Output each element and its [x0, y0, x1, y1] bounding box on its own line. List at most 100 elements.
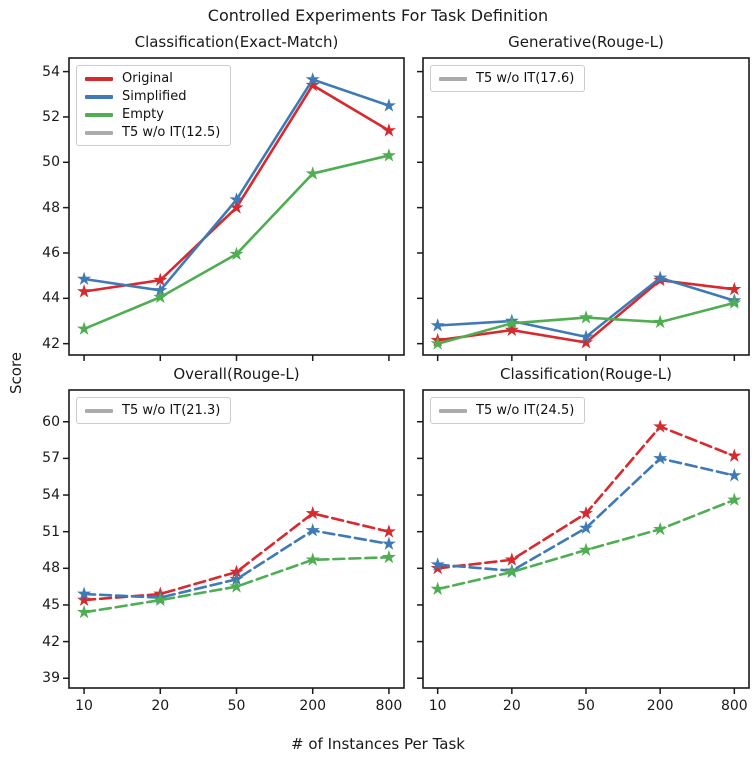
legend-item: T5 w/o IT(17.6) — [439, 71, 574, 86]
y-tick-label: 39 — [42, 670, 60, 687]
marker-star-empty — [430, 581, 445, 596]
legend-item-label: T5 w/o IT(12.5) — [122, 125, 221, 140]
axes-spines-overall-rouge-l — [68, 389, 405, 689]
marker-star-original — [578, 505, 594, 520]
legend-line-swatch — [85, 94, 113, 99]
x-tick-label: 20 — [502, 698, 521, 714]
marker-star-original — [305, 505, 320, 520]
y-tick-label: 54 — [42, 487, 60, 504]
marker-star-original — [229, 200, 244, 214]
series-line-empty — [82, 154, 391, 331]
marker-star-simplified — [727, 468, 742, 482]
x-tick-label: 800 — [375, 698, 403, 714]
marker-star-simplified — [430, 318, 445, 332]
marker-star-empty — [578, 310, 594, 324]
legend-line-swatch — [439, 76, 467, 81]
legend-line-swatch — [439, 408, 467, 413]
y-tick-label: 52 — [42, 108, 60, 125]
marker-star-original — [77, 592, 92, 607]
y-tick-label: 45 — [42, 596, 60, 613]
marker-star-empty — [305, 166, 320, 180]
subplot-title-classification-rouge-l: Classification(Rouge-L) — [500, 365, 672, 383]
subplot-title-classification-exact-match: Classification(Exact-Match) — [134, 33, 339, 51]
marker-star-original — [504, 552, 519, 566]
x-tick-label: 800 — [720, 698, 748, 714]
marker-star-original — [305, 77, 320, 92]
y-tick-label: 60 — [42, 413, 60, 430]
legend-overall-rouge-l: T5 w/o IT(21.3) — [76, 397, 232, 424]
y-tick-label: 48 — [42, 560, 60, 577]
marker-star-original — [653, 419, 668, 433]
legend-line-swatch — [85, 408, 113, 413]
marker-star-original — [430, 560, 445, 575]
marker-star-original — [504, 322, 519, 337]
legend-item-label: T5 w/o IT(17.6) — [476, 71, 575, 86]
x-tick-label: 200 — [646, 698, 674, 714]
figure-title: Controlled Experiments For Task Definiti… — [207, 6, 549, 25]
marker-star-empty — [77, 321, 92, 335]
x-tick-label: 50 — [577, 698, 595, 714]
marker-star-simplified — [229, 192, 244, 206]
marker-star-empty — [153, 289, 168, 304]
y-tick-label: 42 — [42, 335, 60, 352]
legend-line-swatch — [85, 112, 113, 117]
marker-star-empty — [229, 246, 244, 261]
legend-item-label: Simplified — [122, 89, 187, 104]
legend-generative-rouge-l: T5 w/o IT(17.6) — [430, 65, 586, 92]
marker-star-simplified — [430, 557, 445, 571]
y-tick-label: 46 — [42, 244, 60, 261]
marker-star-empty — [504, 564, 519, 578]
marker-star-simplified — [305, 523, 320, 537]
axes-spines-classification-rouge-l — [422, 389, 750, 689]
marker-star-simplified — [229, 571, 244, 586]
marker-star-simplified — [381, 98, 396, 112]
marker-star-empty — [430, 336, 445, 350]
y-tick-label: 44 — [42, 290, 60, 307]
marker-star-empty — [381, 549, 396, 564]
marker-star-simplified — [77, 271, 92, 286]
marker-star-original — [727, 448, 742, 462]
subplot-title-generative-rouge-l: Generative(Rouge-L) — [508, 33, 664, 51]
marker-star-simplified — [578, 520, 594, 534]
marker-star-empty — [578, 542, 594, 556]
x-tick-label: 200 — [299, 698, 327, 714]
marker-star-empty — [727, 492, 742, 506]
legend-item-label: Empty — [122, 107, 164, 122]
legend-item-label: Original — [122, 71, 173, 86]
marker-star-original — [77, 284, 92, 298]
y-tick-label: 51 — [42, 523, 60, 540]
legend-item: Original — [85, 71, 220, 86]
marker-star-simplified — [77, 586, 92, 600]
marker-star-empty — [153, 592, 168, 607]
x-tick-label: 10 — [75, 698, 93, 714]
y-tick-label: 48 — [42, 199, 60, 216]
y-axis-label: Score — [7, 351, 25, 395]
legend-item: T5 w/o IT(24.5) — [439, 403, 574, 418]
x-tick-label: 20 — [151, 698, 170, 714]
y-tick-label: 42 — [42, 633, 60, 650]
y-tick-label: 50 — [42, 154, 60, 171]
marker-star-simplified — [153, 282, 168, 297]
legend-item: Simplified — [85, 89, 220, 104]
marker-star-simplified — [653, 450, 668, 465]
marker-star-simplified — [578, 329, 594, 343]
legend-classification-rouge-l: T5 w/o IT(24.5) — [430, 397, 586, 424]
marker-star-empty — [381, 148, 396, 162]
marker-star-simplified — [381, 536, 396, 550]
marker-star-empty — [77, 604, 92, 619]
marker-star-original — [153, 272, 168, 287]
x-axis-label: # of Instances Per Task — [291, 735, 465, 753]
marker-star-original — [381, 524, 396, 538]
subplot-title-overall-rouge-l: Overall(Rouge-L) — [173, 365, 300, 383]
marker-star-empty — [229, 579, 244, 593]
marker-star-simplified — [305, 72, 320, 86]
legend-classification-exact-match: Original Simplified Empty T5 w/o IT(12.5) — [76, 65, 232, 146]
marker-star-empty — [653, 314, 668, 329]
marker-star-original — [727, 281, 742, 296]
legend-line-swatch — [85, 76, 113, 81]
legend-item: Empty — [85, 107, 220, 122]
legend-item: T5 w/o IT(21.3) — [85, 403, 220, 418]
marker-star-empty — [504, 315, 519, 330]
